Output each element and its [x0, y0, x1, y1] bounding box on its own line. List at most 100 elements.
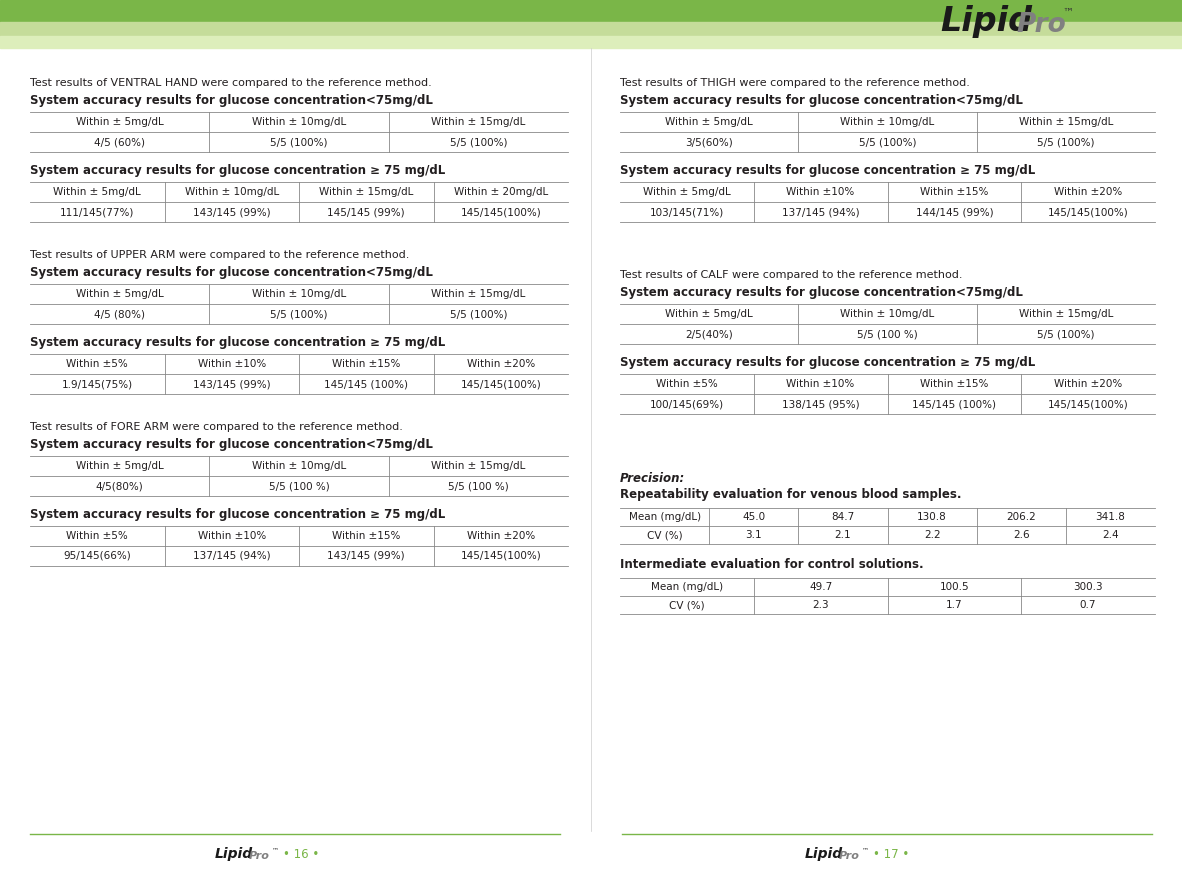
- Text: 137/145 (94%): 137/145 (94%): [193, 551, 271, 561]
- Text: 145/145(100%): 145/145(100%): [460, 379, 541, 389]
- Text: CV (%): CV (%): [647, 530, 682, 540]
- Text: 100.5: 100.5: [940, 582, 969, 592]
- Text: 138/145 (95%): 138/145 (95%): [781, 399, 859, 409]
- Text: Within ±5%: Within ±5%: [656, 379, 717, 389]
- Text: 1.7: 1.7: [946, 600, 962, 610]
- Text: Pro: Pro: [1017, 12, 1066, 38]
- Text: Pro: Pro: [839, 851, 859, 861]
- Text: 45.0: 45.0: [742, 512, 765, 522]
- Text: Lipid: Lipid: [805, 847, 843, 861]
- Text: Lipid: Lipid: [215, 847, 253, 861]
- Bar: [0, 22, 1182, 36]
- Text: 3/5(60%): 3/5(60%): [686, 137, 733, 147]
- Text: Within ± 15mg/dL: Within ± 15mg/dL: [431, 117, 526, 127]
- Text: 145/145 (100%): 145/145 (100%): [324, 379, 408, 389]
- Text: • 16 •: • 16 •: [282, 848, 319, 860]
- Text: 5/5 (100 %): 5/5 (100 %): [268, 481, 330, 491]
- Text: Within ±10%: Within ±10%: [197, 531, 266, 541]
- Text: 0.7: 0.7: [1080, 600, 1097, 610]
- Text: Within ±15%: Within ±15%: [332, 359, 401, 369]
- Text: 137/145 (94%): 137/145 (94%): [781, 207, 859, 217]
- Text: Within ± 10mg/dL: Within ± 10mg/dL: [840, 117, 935, 127]
- Text: Within ± 20mg/dL: Within ± 20mg/dL: [454, 187, 548, 197]
- Text: Within ± 10mg/dL: Within ± 10mg/dL: [840, 309, 935, 319]
- Text: 5/5 (100 %): 5/5 (100 %): [448, 481, 508, 491]
- Text: 143/145 (99%): 143/145 (99%): [327, 551, 405, 561]
- Text: 84.7: 84.7: [831, 512, 855, 522]
- Text: System accuracy results for glucose concentration ≥ 75 mg/dL: System accuracy results for glucose conc…: [621, 164, 1035, 177]
- Text: Within ± 5mg/dL: Within ± 5mg/dL: [665, 117, 753, 127]
- Text: Within ±20%: Within ±20%: [1054, 187, 1122, 197]
- Text: Within ±15%: Within ±15%: [921, 187, 988, 197]
- Text: Within ± 10mg/dL: Within ± 10mg/dL: [252, 117, 346, 127]
- Text: 5/5 (100%): 5/5 (100%): [1037, 329, 1095, 339]
- Text: 2.4: 2.4: [1102, 530, 1118, 540]
- Text: 143/145 (99%): 143/145 (99%): [193, 207, 271, 217]
- Text: 5/5 (100%): 5/5 (100%): [1037, 137, 1095, 147]
- Text: Within ± 10mg/dL: Within ± 10mg/dL: [252, 289, 346, 299]
- Text: System accuracy results for glucose concentration<75mg/dL: System accuracy results for glucose conc…: [621, 94, 1022, 107]
- Text: 2.3: 2.3: [812, 600, 829, 610]
- Text: Within ±10%: Within ±10%: [197, 359, 266, 369]
- Text: 111/145(77%): 111/145(77%): [60, 207, 135, 217]
- Text: Within ±20%: Within ±20%: [467, 531, 535, 541]
- Text: 300.3: 300.3: [1073, 582, 1103, 592]
- Text: Within ±15%: Within ±15%: [921, 379, 988, 389]
- Text: Within ± 10mg/dL: Within ± 10mg/dL: [184, 187, 279, 197]
- Text: 100/145(69%): 100/145(69%): [650, 399, 723, 409]
- Text: System accuracy results for glucose concentration ≥ 75 mg/dL: System accuracy results for glucose conc…: [621, 356, 1035, 369]
- Text: Within ±5%: Within ±5%: [66, 531, 128, 541]
- Text: Within ± 15mg/dL: Within ± 15mg/dL: [431, 289, 526, 299]
- Text: 95/145(66%): 95/145(66%): [64, 551, 131, 561]
- Text: 206.2: 206.2: [1006, 512, 1037, 522]
- Text: Test results of VENTRAL HAND were compared to the reference method.: Test results of VENTRAL HAND were compar…: [30, 78, 431, 88]
- Text: 2.1: 2.1: [834, 530, 851, 540]
- Text: Within ±10%: Within ±10%: [786, 379, 855, 389]
- Text: 145/145(100%): 145/145(100%): [460, 551, 541, 561]
- Text: 4/5 (60%): 4/5 (60%): [95, 137, 145, 147]
- Text: Intermediate evaluation for control solutions.: Intermediate evaluation for control solu…: [621, 558, 923, 571]
- Text: 5/5 (100%): 5/5 (100%): [449, 309, 507, 319]
- Text: 2.6: 2.6: [1013, 530, 1030, 540]
- Text: • 17 •: • 17 •: [873, 848, 909, 860]
- Text: System accuracy results for glucose concentration ≥ 75 mg/dL: System accuracy results for glucose conc…: [30, 336, 446, 349]
- Bar: [0, 0, 1182, 22]
- Text: 130.8: 130.8: [917, 512, 947, 522]
- Text: 1.9/145(75%): 1.9/145(75%): [61, 379, 132, 389]
- Text: 5/5 (100%): 5/5 (100%): [271, 137, 327, 147]
- Text: 2/5(40%): 2/5(40%): [686, 329, 733, 339]
- Text: System accuracy results for glucose concentration<75mg/dL: System accuracy results for glucose conc…: [30, 438, 433, 451]
- Text: Within ± 15mg/dL: Within ± 15mg/dL: [431, 461, 526, 471]
- Text: System accuracy results for glucose concentration<75mg/dL: System accuracy results for glucose conc…: [30, 94, 433, 107]
- Text: ™: ™: [272, 847, 279, 853]
- Text: Within ± 10mg/dL: Within ± 10mg/dL: [252, 461, 346, 471]
- Text: Within ± 5mg/dL: Within ± 5mg/dL: [76, 117, 163, 127]
- Text: Within ±20%: Within ±20%: [1054, 379, 1122, 389]
- Text: 145/145 (100%): 145/145 (100%): [913, 399, 996, 409]
- Text: System accuracy results for glucose concentration<75mg/dL: System accuracy results for glucose conc…: [30, 266, 433, 279]
- Text: ™: ™: [862, 847, 869, 853]
- Text: Test results of THIGH were compared to the reference method.: Test results of THIGH were compared to t…: [621, 78, 970, 88]
- Text: Pro: Pro: [249, 851, 269, 861]
- Text: Repeatability evaluation for venous blood samples.: Repeatability evaluation for venous bloo…: [621, 488, 961, 501]
- Text: System accuracy results for glucose concentration ≥ 75 mg/dL: System accuracy results for glucose conc…: [30, 508, 446, 521]
- Text: Within ± 5mg/dL: Within ± 5mg/dL: [76, 289, 163, 299]
- Text: 143/145 (99%): 143/145 (99%): [193, 379, 271, 389]
- Text: Within ±5%: Within ±5%: [66, 359, 128, 369]
- Text: 144/145 (99%): 144/145 (99%): [916, 207, 993, 217]
- Text: System accuracy results for glucose concentration ≥ 75 mg/dL: System accuracy results for glucose conc…: [30, 164, 446, 177]
- Text: Lipid: Lipid: [940, 4, 1032, 37]
- Text: 145/145 (99%): 145/145 (99%): [327, 207, 405, 217]
- Text: 145/145(100%): 145/145(100%): [460, 207, 541, 217]
- Text: Within ±20%: Within ±20%: [467, 359, 535, 369]
- Text: 145/145(100%): 145/145(100%): [1047, 399, 1129, 409]
- Text: Within ± 15mg/dL: Within ± 15mg/dL: [1019, 117, 1113, 127]
- Text: Mean (mg/dL): Mean (mg/dL): [651, 582, 723, 592]
- Text: 5/5 (100%): 5/5 (100%): [859, 137, 916, 147]
- Text: Test results of UPPER ARM were compared to the reference method.: Test results of UPPER ARM were compared …: [30, 250, 409, 260]
- Text: Test results of CALF were compared to the reference method.: Test results of CALF were compared to th…: [621, 270, 962, 280]
- Text: 49.7: 49.7: [808, 582, 832, 592]
- Text: 341.8: 341.8: [1096, 512, 1125, 522]
- Text: Within ±10%: Within ±10%: [786, 187, 855, 197]
- Text: 5/5 (100%): 5/5 (100%): [449, 137, 507, 147]
